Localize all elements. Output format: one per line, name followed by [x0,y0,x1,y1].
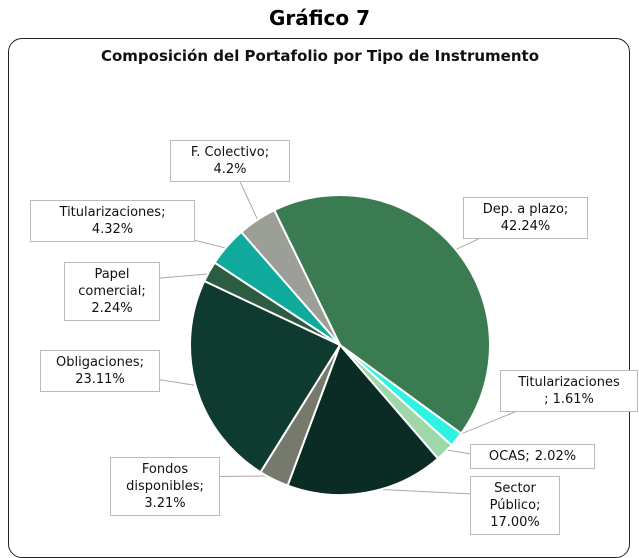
category-label: Titularizaciones; [59,205,166,220]
data-label: Obligaciones; 23.11% [40,350,160,392]
chart-title: Composición del Portafolio por Tipo de I… [100,47,540,65]
value-label: 2.02% [534,449,577,464]
chart [99,159,570,497]
figure-heading: Gráfico 7 [268,6,371,30]
category-label: OCAS; [488,449,530,464]
category-label: Titularizaciones [518,375,620,390]
category-label: Dep. a plazo; [482,202,569,217]
data-label: OCAS; 2.02% [470,444,595,469]
category-label: Obligaciones; [55,355,145,370]
pie-slice [239,208,341,346]
value-label: 2.24% [91,301,133,316]
data-label: F. Colectivo; 4.2% [170,140,290,182]
value-label: 4.2% [213,162,247,177]
category-label: Papel comercial; [78,267,146,299]
data-label: Titularizaciones ; 1.61% [500,370,638,412]
data-label: Papel comercial; 2.24% [64,262,160,321]
data-label: Dep. a plazo; 42.24% [463,197,588,239]
category-label: F. Colectivo; [190,145,270,160]
data-label: Titularizaciones; 4.32% [30,200,195,242]
data-label: Sector Público; 17.00% [470,476,560,535]
page: Gráfico 7 Composición del Portafolio por… [8,6,638,558]
value-label: 42.24% [500,219,551,234]
pie-slice [272,194,491,435]
value-label: 3.21% [144,496,186,511]
pie-slice [286,343,440,496]
value-label: ; 1.61% [544,392,594,407]
pie-slice [189,279,342,474]
value-label: 23.11% [75,372,125,387]
category-label: Sector Público; [489,481,541,513]
category-label: Fondos disponibles; [126,462,204,494]
data-label: Fondos disponibles; 3.21% [110,457,220,516]
value-label: 4.32% [91,222,134,237]
value-label: 17.00% [490,515,540,530]
